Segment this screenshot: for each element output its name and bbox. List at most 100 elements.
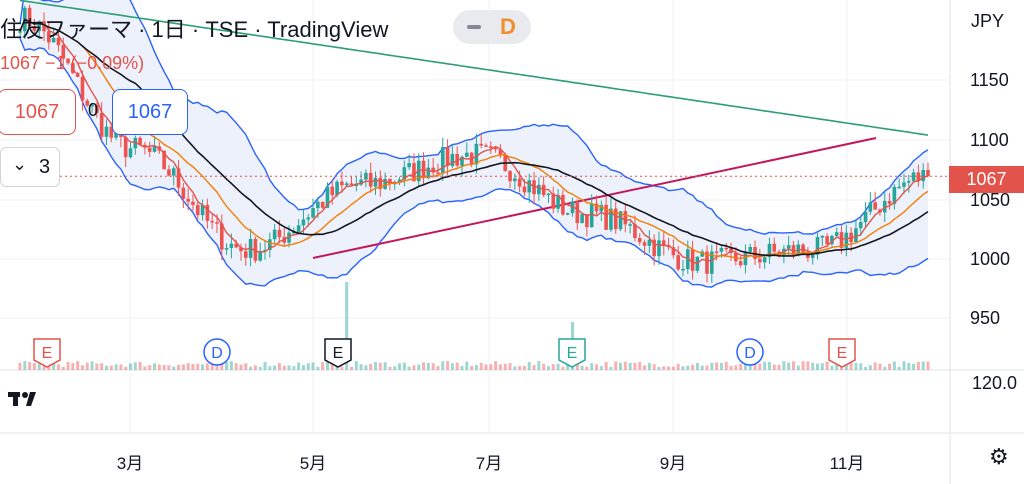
volume-bar (61, 366, 65, 370)
bollinger-band-fill (20, 0, 928, 287)
candle-body (695, 256, 700, 271)
candle-body (493, 147, 498, 150)
event-marker-label: E (42, 345, 53, 362)
candle-body (623, 211, 628, 225)
volume-bar (431, 363, 435, 370)
candle-body (820, 236, 825, 238)
event-marker-e[interactable]: E (33, 338, 61, 368)
volume-bar (210, 361, 214, 370)
volume-bar (710, 362, 714, 370)
volume-bar (546, 366, 550, 370)
data-status-pill[interactable]: D (453, 10, 531, 44)
volume-bar (532, 364, 536, 370)
event-marker-e[interactable]: E (558, 338, 586, 368)
volume-bar (921, 361, 925, 370)
currency-label[interactable]: JPY (971, 11, 1005, 31)
candle-body (61, 45, 66, 59)
volume-bar (66, 361, 70, 370)
volume-bar (734, 365, 738, 370)
volume-bar (138, 361, 142, 370)
candle-body (37, 21, 42, 31)
sell-button[interactable]: 1067 (0, 89, 76, 135)
candle-body (47, 31, 51, 43)
volume-bar (474, 364, 478, 370)
candle-body (801, 244, 805, 253)
volume-bar (181, 364, 185, 370)
event-marker-e[interactable]: E (828, 338, 856, 368)
candle-body (42, 21, 46, 32)
volume-bar (292, 366, 296, 370)
candle-body (762, 257, 767, 263)
candle-body (200, 204, 205, 216)
volume-bar (364, 365, 368, 370)
volume-bar (724, 361, 728, 370)
event-marker-d[interactable]: D (203, 338, 231, 366)
volume-bar (172, 366, 176, 370)
candle-body (450, 153, 455, 166)
volume-bar (470, 366, 474, 370)
volume-bar (892, 361, 896, 370)
volume-bar (590, 363, 594, 370)
volume-bar (95, 363, 99, 370)
volume-bar (229, 361, 233, 370)
volume-bar (652, 364, 656, 370)
volume-bar (902, 361, 906, 370)
volume-bar (743, 364, 747, 370)
volume-bar (705, 365, 709, 370)
volume-bar (90, 361, 94, 370)
event-marker-label: E (567, 345, 578, 362)
buy-button[interactable]: 1067 (112, 89, 188, 135)
candle-body (224, 247, 229, 250)
event-marker-e[interactable]: E (324, 338, 352, 368)
gear-icon[interactable]: ⚙ (989, 444, 1009, 469)
candle-body (873, 202, 877, 210)
x-tick-label: 5月 (299, 454, 327, 473)
volume-bar (191, 363, 195, 370)
candle-body (176, 168, 181, 188)
volume-bar (417, 364, 421, 370)
candle-body (642, 242, 647, 246)
volume-bar (388, 366, 392, 370)
candle-body (268, 239, 272, 250)
candle-body (671, 247, 676, 256)
candle-body (479, 143, 484, 146)
volume-bar (566, 363, 570, 370)
x-tick-label: 11月 (829, 454, 865, 473)
volume-bar (316, 366, 320, 370)
candle-body (517, 178, 522, 187)
candle-body (580, 214, 584, 224)
volume-bar (23, 361, 27, 370)
event-marker-label: E (333, 345, 344, 362)
volume-bar (359, 364, 363, 370)
candle-body (902, 182, 906, 187)
volume-bar (777, 364, 781, 370)
volume-bar (849, 362, 853, 370)
candle-body (66, 58, 70, 64)
candle-body (609, 208, 613, 230)
candle-body (195, 205, 200, 216)
candle-body (104, 126, 109, 137)
candle-body (657, 240, 661, 257)
volume-bar (225, 362, 229, 370)
volume-bar (143, 366, 147, 370)
candle-body (661, 240, 666, 245)
candle-body (445, 147, 450, 166)
candle-body (830, 235, 834, 245)
indicators-toggle[interactable]: ⌄ 3 (0, 147, 60, 187)
candle-body (791, 245, 796, 256)
volume-bar (686, 365, 690, 370)
volume-bar (667, 366, 671, 370)
volume-bar (825, 361, 829, 370)
volume-bar (249, 366, 253, 370)
volume-bar (177, 364, 181, 370)
tradingview-logo[interactable] (0, 376, 50, 420)
candle-body (786, 245, 791, 249)
candle-body (301, 219, 306, 226)
volume-bar (196, 363, 200, 370)
volume-bar (595, 364, 599, 370)
candle-body (546, 193, 551, 196)
candle-body (27, 7, 32, 27)
event-marker-d[interactable]: D (736, 338, 764, 366)
candle-body (758, 258, 762, 263)
